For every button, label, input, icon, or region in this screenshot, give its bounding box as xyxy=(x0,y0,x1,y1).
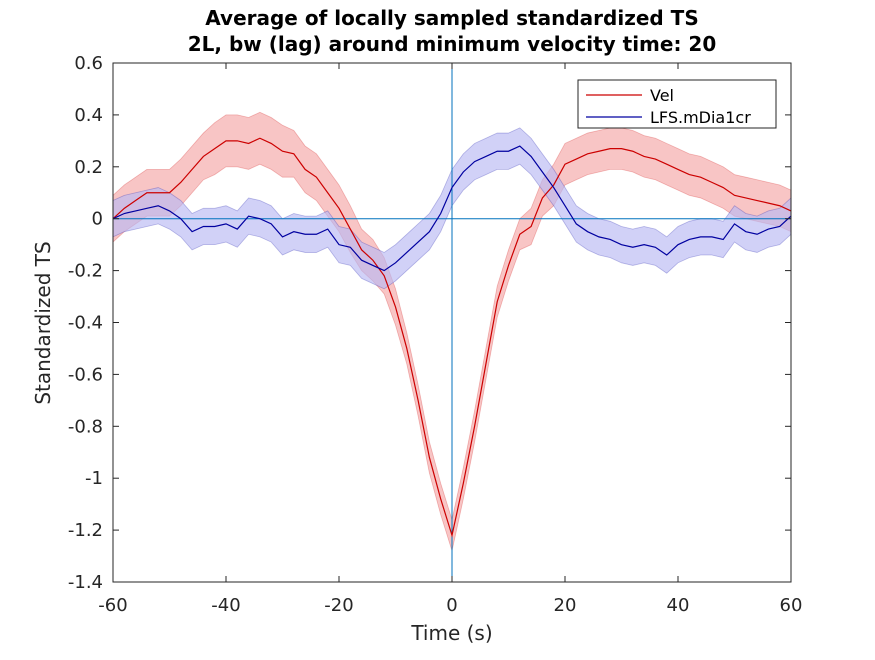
y-tick-label: -0.4 xyxy=(68,313,103,334)
y-tick-label: -0.8 xyxy=(68,416,103,437)
x-tick-label: 40 xyxy=(667,595,690,616)
legend-box xyxy=(577,79,777,129)
y-tick-label: -1 xyxy=(85,468,103,489)
legend-label-1: LFS.mDia1cr xyxy=(650,108,751,127)
y-tick-label: -0.6 xyxy=(68,364,103,385)
x-tick-label: 60 xyxy=(780,595,803,616)
x-axis-label: Time (s) xyxy=(410,621,492,645)
y-tick-label: 0 xyxy=(92,209,103,230)
legend: Vel LFS.mDia1cr xyxy=(577,79,777,129)
series-line-1 xyxy=(112,145,792,272)
y-axis-label: Standardized TS xyxy=(31,241,55,404)
chart-title-line-1: Average of locally sampled standardized … xyxy=(205,6,698,30)
y-tick-label: -1.4 xyxy=(68,572,103,593)
y-tick-label: -0.2 xyxy=(68,261,103,282)
x-tick-label: -20 xyxy=(324,595,353,616)
y-tick-label: 0.6 xyxy=(74,53,103,74)
x-tick-label: -40 xyxy=(211,595,240,616)
y-tick-label: -1.2 xyxy=(68,520,103,541)
x-tick-label: 20 xyxy=(554,595,577,616)
legend-label-0: Vel xyxy=(650,86,674,105)
y-tick-label: 0.2 xyxy=(74,157,103,178)
series-line-0 xyxy=(112,137,792,538)
chart-title-line-2: 2L, bw (lag) around minimum velocity tim… xyxy=(188,32,717,56)
x-tick-label: 0 xyxy=(446,595,457,616)
y-tick-label: 0.4 xyxy=(74,105,103,126)
x-tick-label: -60 xyxy=(98,595,127,616)
plot-area: -60 -40 -20 0 20 40 60 -1.4 -1.2 -1 -0.8 -0.6 -0.4 -0… xyxy=(68,53,803,616)
